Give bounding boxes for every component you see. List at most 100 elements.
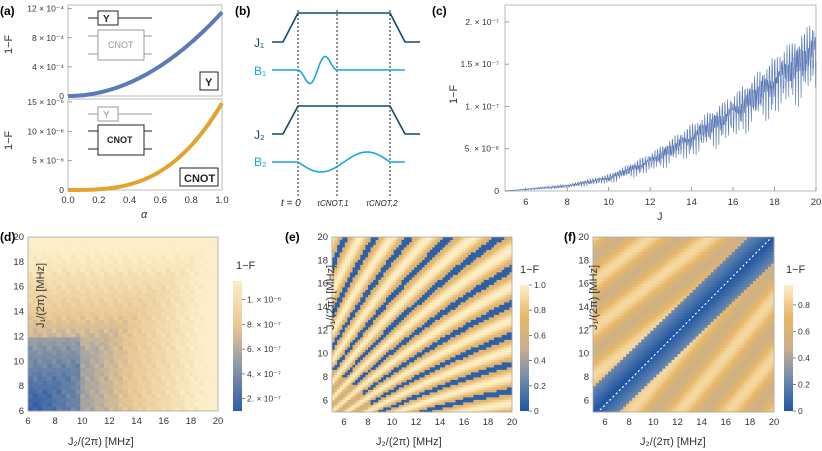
heat-cell: [370, 289, 374, 293]
heat-cell: [360, 392, 364, 395]
heat-cell: [347, 304, 351, 308]
heat-cell: [337, 304, 341, 308]
heat-cell: [398, 312, 402, 315]
heat-cell: [113, 310, 119, 316]
heat-cell: [406, 257, 410, 260]
heat-cell: [404, 327, 407, 330]
heat-cell: [118, 250, 124, 255]
heat-cell: [350, 257, 353, 260]
heat-cell: [184, 328, 190, 334]
heat-cell: [434, 402, 438, 405]
heat-cell: [32, 397, 38, 403]
heat-cell: [357, 259, 361, 263]
heat-cell: [368, 342, 371, 345]
heat-cell: [332, 334, 335, 338]
heat-cell: [406, 339, 410, 343]
heat-cell: [352, 292, 356, 295]
heat-cell: [146, 315, 152, 321]
heat-cell: [388, 399, 392, 403]
heat-cell: [411, 279, 415, 283]
heat-cell: [406, 237, 410, 240]
heat-cell: [180, 341, 186, 347]
heat-cell: [391, 382, 395, 385]
heat-cell: [194, 258, 200, 264]
heat-cell: [89, 258, 95, 264]
heat-cell: [440, 324, 443, 328]
heat-cell: [32, 293, 38, 299]
heat-cell: [127, 245, 133, 251]
heat-cell: [368, 347, 371, 350]
heat-cell: [362, 272, 366, 275]
heat-cell: [347, 314, 351, 318]
heat-cell: [386, 287, 389, 290]
heat-cell: [70, 345, 76, 351]
heat-cell: [375, 294, 379, 298]
heat-cell: [432, 309, 436, 313]
heat-cell: [434, 307, 438, 310]
heat-cell: [156, 380, 162, 386]
ytick-label: 8: [19, 381, 24, 392]
heat-cell: [80, 328, 86, 334]
heat-cell: [370, 347, 374, 350]
heat-cell: [432, 314, 436, 318]
heat-cell: [334, 262, 338, 265]
heat-cell: [375, 329, 379, 333]
heat-cell: [368, 317, 371, 320]
heat-cell: [203, 245, 209, 251]
heat-cell: [357, 294, 361, 298]
heat-cell: [388, 389, 392, 393]
heat-cell: [388, 327, 392, 330]
heat-cell: [440, 369, 443, 373]
heat-cell: [447, 279, 451, 283]
heat-cell: [146, 237, 152, 242]
heat-cell: [411, 282, 415, 285]
heat-cell: [440, 322, 443, 325]
heat-cell: [175, 332, 181, 338]
heat-cell: [203, 402, 209, 408]
heat-cell: [416, 334, 420, 338]
heat-cell: [393, 389, 397, 393]
heat-cell: [393, 382, 397, 385]
heat-cell: [365, 337, 369, 340]
heat-cell: [447, 404, 451, 408]
heat-cell: [360, 407, 364, 410]
heat-cell: [337, 282, 341, 285]
heat-cell: [123, 280, 129, 286]
heat-cell: [47, 280, 53, 286]
heat-cell: [332, 394, 335, 398]
heat-cell: [70, 354, 76, 360]
heat-cell: [404, 364, 407, 368]
heat-cell: [447, 242, 451, 245]
heat-cell: [360, 387, 364, 390]
heat-cell: [414, 404, 418, 408]
heat-cell: [85, 332, 91, 338]
heat-cell: [175, 297, 181, 303]
heat-cell: [393, 264, 397, 268]
heat-cell: [339, 379, 343, 383]
heat-cell: [342, 249, 346, 253]
heat-cell: [75, 393, 81, 399]
heat-cell: [401, 297, 405, 300]
heat-cell: [184, 367, 190, 373]
heat-cell: [386, 332, 389, 335]
heat-cell: [434, 349, 438, 353]
heat-cell: [434, 332, 438, 335]
heat-cell: [404, 309, 407, 313]
heat-cell: [118, 332, 124, 338]
heat-cell: [213, 324, 219, 329]
heat-cell: [388, 239, 392, 243]
heat-cell: [344, 259, 348, 263]
heat-cell: [437, 292, 441, 295]
heat-cell: [108, 376, 114, 381]
circuit-inset-bottom: Y CNOT: [88, 106, 152, 156]
heat-cell: [440, 389, 443, 393]
heat-cell: [419, 304, 423, 308]
heat-cell: [161, 341, 167, 347]
heat-cell: [113, 267, 119, 273]
heat-cell: [352, 239, 356, 243]
heat-cell: [208, 402, 214, 408]
heat-cell: [357, 327, 361, 330]
heat-cell: [332, 369, 335, 373]
heat-cell: [113, 354, 119, 360]
heat-cell: [334, 334, 338, 338]
